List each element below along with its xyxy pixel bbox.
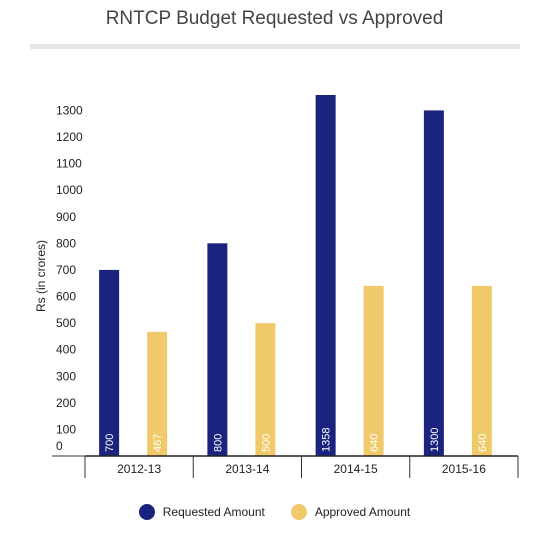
y-axis-ticks: 0 100 200 300 400 500 600 700 800 900 1000 1100 1200… <box>56 103 83 453</box>
y-tick-label: 600 <box>56 290 76 304</box>
bar-value-label: 800 <box>212 434 224 452</box>
y-tick-label: 1300 <box>56 103 83 117</box>
bar-approved <box>471 285 492 456</box>
bar-requested <box>99 269 120 456</box>
x-tick-label: 2013-14 <box>225 462 269 476</box>
y-tick-label: 500 <box>56 316 76 330</box>
legend-label-approved: Approved Amount <box>314 505 411 519</box>
bars: 700 467 800 500 1358 640 1300 640 <box>99 95 492 456</box>
bar-approved <box>363 285 384 456</box>
y-tick-label: 1100 <box>56 157 82 171</box>
x-axis: 2012-13 2013-14 2014-15 2015-16 <box>52 455 519 478</box>
bar-value-label: 640 <box>369 434 381 452</box>
bar-value-label: 640 <box>477 434 489 452</box>
legend-item-approved: Approved Amount <box>290 504 411 520</box>
bar-value-label: 1300 <box>429 428 441 452</box>
y-tick-label: 0 <box>56 439 63 453</box>
title-divider <box>30 44 520 49</box>
legend-label-requested: Requested Amount <box>162 505 265 519</box>
bar-chart: Rs (in crores) 0 100 200 300 400 500 600 700 800… <box>34 95 519 478</box>
y-tick-label: 900 <box>56 210 76 224</box>
bar-value-label: 1358 <box>321 428 333 452</box>
y-tick-label: 800 <box>56 236 76 250</box>
bar-value-label: 467 <box>152 434 164 452</box>
bar-requested <box>423 110 444 456</box>
bar-value-label: 700 <box>104 434 116 452</box>
bar-approved <box>255 323 276 456</box>
bar-requested <box>315 95 336 456</box>
y-axis-label: Rs (in crores) <box>34 240 48 312</box>
legend-swatch-requested <box>138 504 155 520</box>
y-tick-label: 400 <box>56 343 76 357</box>
chart-title: RNTCP Budget Requested vs Approved <box>105 8 444 29</box>
x-tick-label: 2012-13 <box>117 462 161 476</box>
y-tick-label: 100 <box>56 422 76 436</box>
x-tick-label: 2014-15 <box>334 462 378 476</box>
bar-approved <box>147 331 168 456</box>
legend: Requested Amount Approved Amount <box>0 504 549 520</box>
x-tick-label: 2015-16 <box>442 462 486 476</box>
y-tick-label: 300 <box>56 369 76 383</box>
legend-item-requested: Requested Amount <box>138 504 265 520</box>
y-tick-label: 1000 <box>56 183 83 197</box>
y-tick-label: 200 <box>56 396 76 410</box>
bar-requested <box>207 243 228 456</box>
legend-swatch-approved <box>290 504 307 520</box>
y-tick-label: 700 <box>56 263 76 277</box>
y-tick-label: 1200 <box>56 130 83 144</box>
bar-value-label: 500 <box>260 434 272 452</box>
